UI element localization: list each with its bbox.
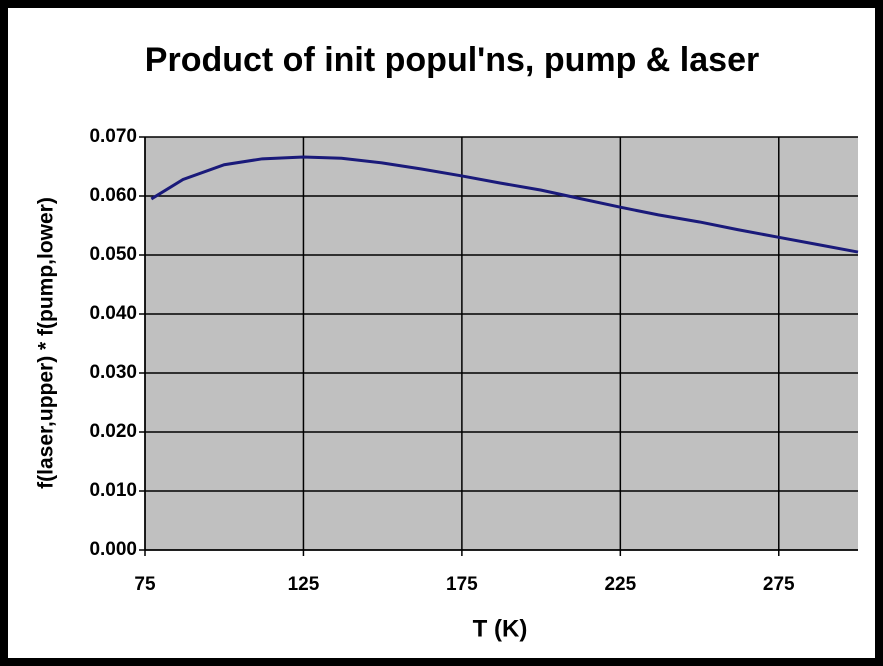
- y-tick-label: 0.040: [89, 303, 137, 324]
- y-tick-label: 0.010: [89, 480, 137, 501]
- y-tick-label: 0.000: [89, 539, 137, 560]
- plot-area: [145, 137, 858, 550]
- y-axis-label: f(laser,upper) * f(pump,lower): [35, 197, 58, 489]
- chart-title: Product of init popul'ns, pump & laser: [145, 41, 759, 79]
- x-axis-label: T (K): [473, 615, 528, 642]
- y-tick-label: 0.050: [89, 244, 137, 265]
- x-tick-label: 225: [604, 574, 636, 595]
- y-tick-label: 0.020: [89, 421, 137, 442]
- y-tick-label: 0.070: [89, 126, 137, 147]
- y-tick-label: 0.030: [89, 362, 137, 383]
- data-line: [150, 155, 859, 254]
- y-tick-label: 0.060: [89, 185, 137, 206]
- x-tick-label: 125: [288, 574, 320, 595]
- x-tick-label: 75: [134, 574, 156, 595]
- x-tick-label: 175: [446, 574, 478, 595]
- x-tick-label: 275: [763, 574, 795, 595]
